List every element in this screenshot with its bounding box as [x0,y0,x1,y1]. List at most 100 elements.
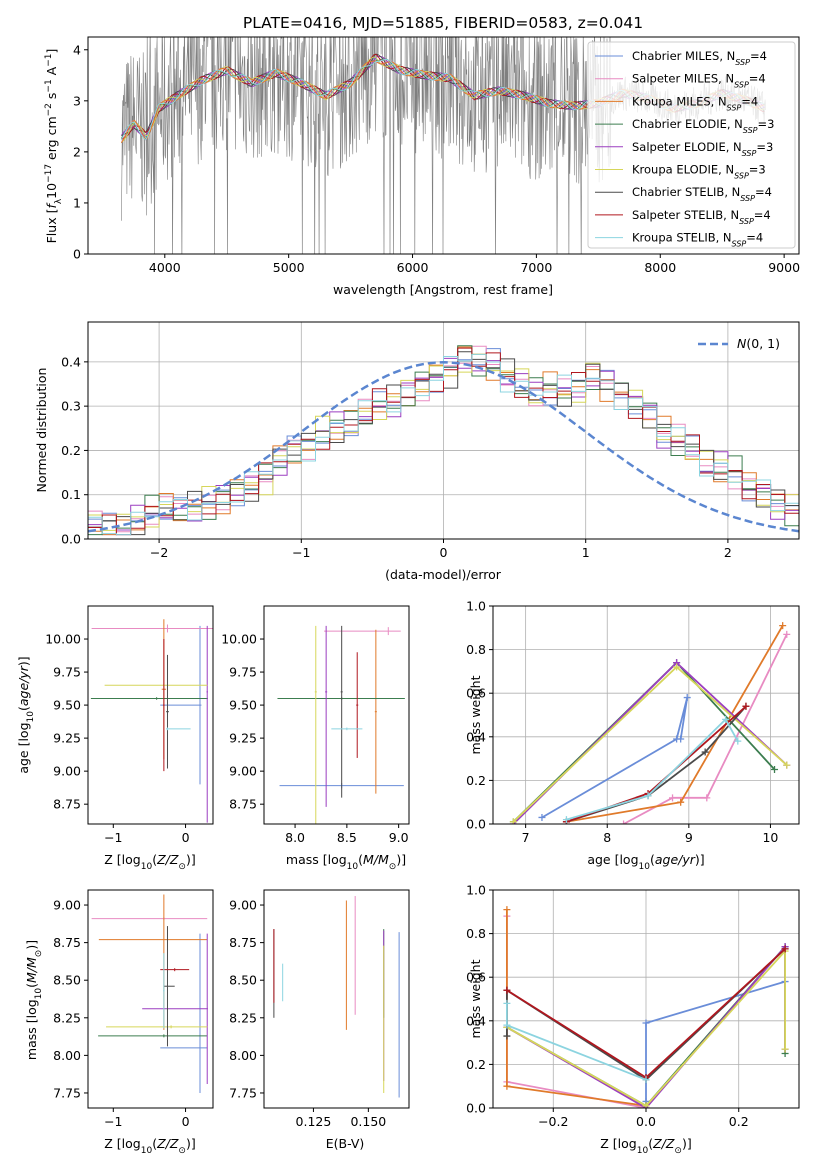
mass-weight-marker [538,813,546,821]
y-tick-label: 8.75 [53,935,81,950]
x-tick-label: 7000 [520,260,552,275]
mass-vs-z-ylabel-part: )] [24,940,39,950]
residuals-plot-area [88,345,799,536]
age-vs-z-xlabel-part: Z/Z [156,852,179,867]
mass-weight-line [541,697,689,819]
histogram-step-line [88,353,799,536]
spectrum-ylabel-part: −17 [44,164,54,183]
weight-vs-age-ylabel: mass weight [468,675,483,754]
mass-weight-marker [562,816,570,824]
y-tick-label: 0.4 [466,729,486,744]
residuals-axes: −2 −1 0 1 2 0.0 0.1 0.2 0.3 0.4 [61,321,800,560]
weight_vs_Z-axes: −0.2 0.0 0.2 0.0 0.2 0.4 0.6 0.8 1.0 [466,883,800,1129]
legend-label-part: Salpeter MILES, N [632,72,734,86]
y-tick-label: 8.00 [53,1048,81,1063]
legend-label-part: =3 [749,163,766,177]
x-tick-label: −0.2 [538,1114,568,1129]
gaussian-legend-part: N [737,336,747,351]
mass-weight-line [566,717,739,821]
legend-label-part: =4 [754,208,771,222]
weight-vs-z-xlabel-part: ( [648,1136,653,1151]
spectrum-ylabel: Flux [fλ10−17 erg cm−2 s−1 A−1] [44,49,64,244]
y-tick-label: 8.50 [53,973,81,988]
spectrum-ylabel-part: ] [44,49,59,54]
y-tick-label: 0.4 [61,354,81,369]
legend-label-part: Chabrier ELODIE, N [632,117,743,131]
x-tick-label: 5000 [273,260,305,275]
weight-vs-age-xlabel-part: )] [695,852,705,867]
y-tick-label: 0.4 [466,1013,486,1028]
age-vs-z-xlabel-part: )] [186,852,196,867]
y-tick-label: 8.75 [229,797,257,812]
weight_vs_age-axes: 7 8 9 10 0.0 0.2 0.4 0.6 0.8 1.0 [466,599,800,845]
spectrum-frame [87,36,800,255]
spectrum-ylabel-part: Flux [ [44,209,59,244]
mass-weight-marker [783,630,791,638]
y-tick-label: 9.50 [229,698,257,713]
age_vs_mass-axes: 8.0 8.5 9.0 8.75 9.00 9.25 9.50 9.75 10.00 [221,605,410,845]
age-vs-z-xlabel-part: 10 [141,862,153,872]
x-tick-label: 0 [440,545,448,560]
spectrum-ylabel-part: erg cm [44,116,59,164]
gaussian-reference-line [88,361,799,533]
y-tick-label: 0.1 [61,487,81,502]
figure-title: PLATE=0416, MJD=51885, FIBERID=0583, z=0… [243,14,643,32]
legend-label-part: Salpeter ELODIE, N [632,140,742,154]
mass-weight-line [506,909,647,1107]
weight_vs_Z-plot-area [503,906,789,1108]
age-vs-z-ylabel-part: age/yr [16,665,31,706]
x-tick-label: −1 [292,545,310,560]
legend-label: Kroupa MILES, NSSP=4 [632,94,758,112]
spectrum-xlabel: wavelength [Angstrom, rest frame] [333,282,553,297]
mass-weight-line [506,948,786,1107]
x-tick-label: 0.150 [350,1114,386,1129]
residuals-ylabel: Normed distribution [34,368,49,493]
age_vs_Z-plot-area [90,619,213,823]
y-tick-label: 1.0 [466,883,486,898]
x-tick-label: 1 [582,545,590,560]
x-tick-label: −2 [150,545,168,560]
weight-vs-z-xlabel-part: ⊙ [674,1146,682,1156]
legend-label-part: Kroupa ELODIE, N [632,163,734,177]
mass-vs-z-ylabel: mass [log10(M/M⊙)] [24,940,44,1060]
y-tick-label: 0.6 [466,970,486,985]
x-tick-label: 8000 [644,260,676,275]
age-vs-z-ylabel-part: 10 [26,711,36,723]
y-tick-label: 0 [73,247,81,262]
mass-vs-z-ylabel-part: mass [log [24,999,39,1060]
mass-weight-marker [503,999,511,1007]
legend-label: Chabrier MILES, NSSP=4 [632,49,767,67]
age_vs_mass-frame [263,605,410,825]
mass-vs-z-ylabel-part: M/M [24,957,39,983]
y-tick-label: 8.25 [229,1010,257,1025]
mass-vs-z-xlabel-part: )] [186,1136,196,1151]
age_vs_Z-frame [87,605,214,825]
legend-label: Kroupa ELODIE, NSSP=3 [632,163,766,181]
mass-vs-z-xlabel-part: Z/Z [156,1136,179,1151]
legend-label: Salpeter MILES, NSSP=4 [632,72,766,90]
x-tick-label: 8.0 [285,830,305,845]
x-tick-label: 6000 [397,260,429,275]
y-tick-label: 0.8 [466,926,486,941]
age-vs-mass-xlabel: mass [log10(M/M⊙)] [286,852,406,872]
legend-label-part: =4 [755,185,772,199]
y-tick-label: 9.00 [53,898,81,913]
weight-vs-z-xlabel-part: Z [log [600,1136,636,1151]
mass-weight-marker [503,1021,511,1029]
x-tick-label: 8 [603,830,611,845]
y-tick-label: 9.00 [229,764,257,779]
mass-weight-marker [669,794,677,802]
mass-weight-marker [509,818,517,824]
mass-weight-line [623,633,788,824]
mass-weight-line [512,661,788,824]
legend-label-part: SSP [735,58,750,67]
legend-label-part: SSP [739,216,754,225]
y-tick-label: 8.00 [229,1048,257,1063]
mass-weight-line [566,705,747,823]
age-vs-mass-xlabel-part: 10 [347,862,359,872]
y-tick-label: 0.6 [466,686,486,701]
mass-vs-z-xlabel-part: ⊙ [178,1146,186,1156]
mass-weight-marker [620,820,628,824]
